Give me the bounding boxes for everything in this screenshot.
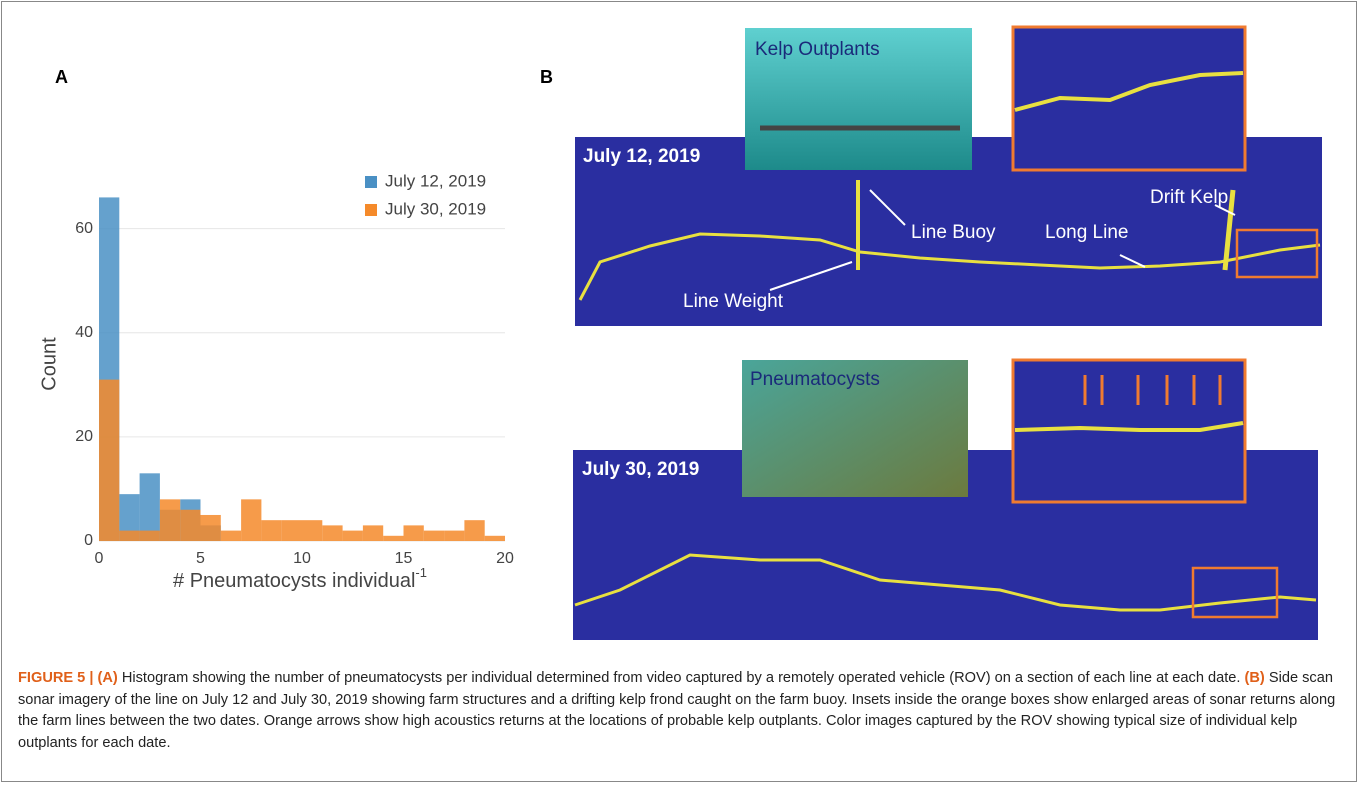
photo-label: Pneumatocysts: [750, 369, 880, 390]
caption-text: Histogram showing the number of pneumato…: [118, 670, 1245, 686]
x-axis-label-text: # Pneumatocysts individual: [173, 570, 415, 592]
legend-swatch: [365, 204, 377, 216]
date-label: July 30, 2019: [582, 459, 699, 480]
x-tick-label: 0: [95, 550, 104, 567]
caption-text: FIGURE 5 | (A): [18, 670, 118, 686]
caption-text: (B): [1245, 670, 1265, 686]
bar: [282, 520, 302, 541]
panel-label: B: [540, 67, 553, 87]
photo-label: Kelp Outplants: [755, 39, 880, 60]
bar: [424, 531, 444, 541]
x-axis-label-sup: -1: [415, 565, 427, 580]
legend-label: July 30, 2019: [385, 199, 486, 218]
bar: [485, 536, 505, 541]
bar: [180, 510, 200, 541]
bar: [444, 531, 464, 541]
bar: [140, 531, 160, 541]
x-tick-label: 10: [293, 550, 311, 567]
date-label: July 12, 2019: [583, 146, 700, 167]
bar: [302, 520, 322, 541]
bar: [241, 499, 261, 541]
bar: [404, 525, 424, 541]
panel-label: A: [55, 67, 68, 87]
y-tick-label: 60: [75, 220, 93, 237]
bar: [119, 531, 139, 541]
x-axis-label: # Pneumatocysts individual-1: [173, 565, 427, 592]
y-axis-label: Count: [38, 337, 60, 391]
x-tick-label: 15: [395, 550, 413, 567]
bar: [322, 525, 342, 541]
annotation: Long Line: [1045, 222, 1128, 243]
bar: [383, 536, 403, 541]
legend-swatch: [365, 176, 377, 188]
bar: [99, 380, 119, 541]
y-tick-label: 20: [75, 428, 93, 445]
bar: [201, 515, 221, 541]
x-tick-label: 20: [496, 550, 514, 567]
bar: [261, 520, 281, 541]
annotation: Line Buoy: [911, 222, 996, 243]
caption: FIGURE 5 | (A) Histogram showing the num…: [18, 668, 1343, 754]
sonar-inset: [1013, 27, 1245, 170]
legend-label: July 12, 2019: [385, 171, 486, 190]
annotation: Line Weight: [683, 291, 784, 312]
bar: [160, 499, 180, 541]
y-tick-label: 0: [84, 532, 93, 549]
bar: [343, 531, 363, 541]
bar: [464, 520, 484, 541]
figure: A B Kelp Outplants July 12, 2019 Line Bu…: [0, 0, 1360, 650]
x-tick-label: 5: [196, 550, 205, 567]
y-tick-label: 40: [75, 324, 93, 341]
bar: [363, 525, 383, 541]
bar: [221, 531, 241, 541]
